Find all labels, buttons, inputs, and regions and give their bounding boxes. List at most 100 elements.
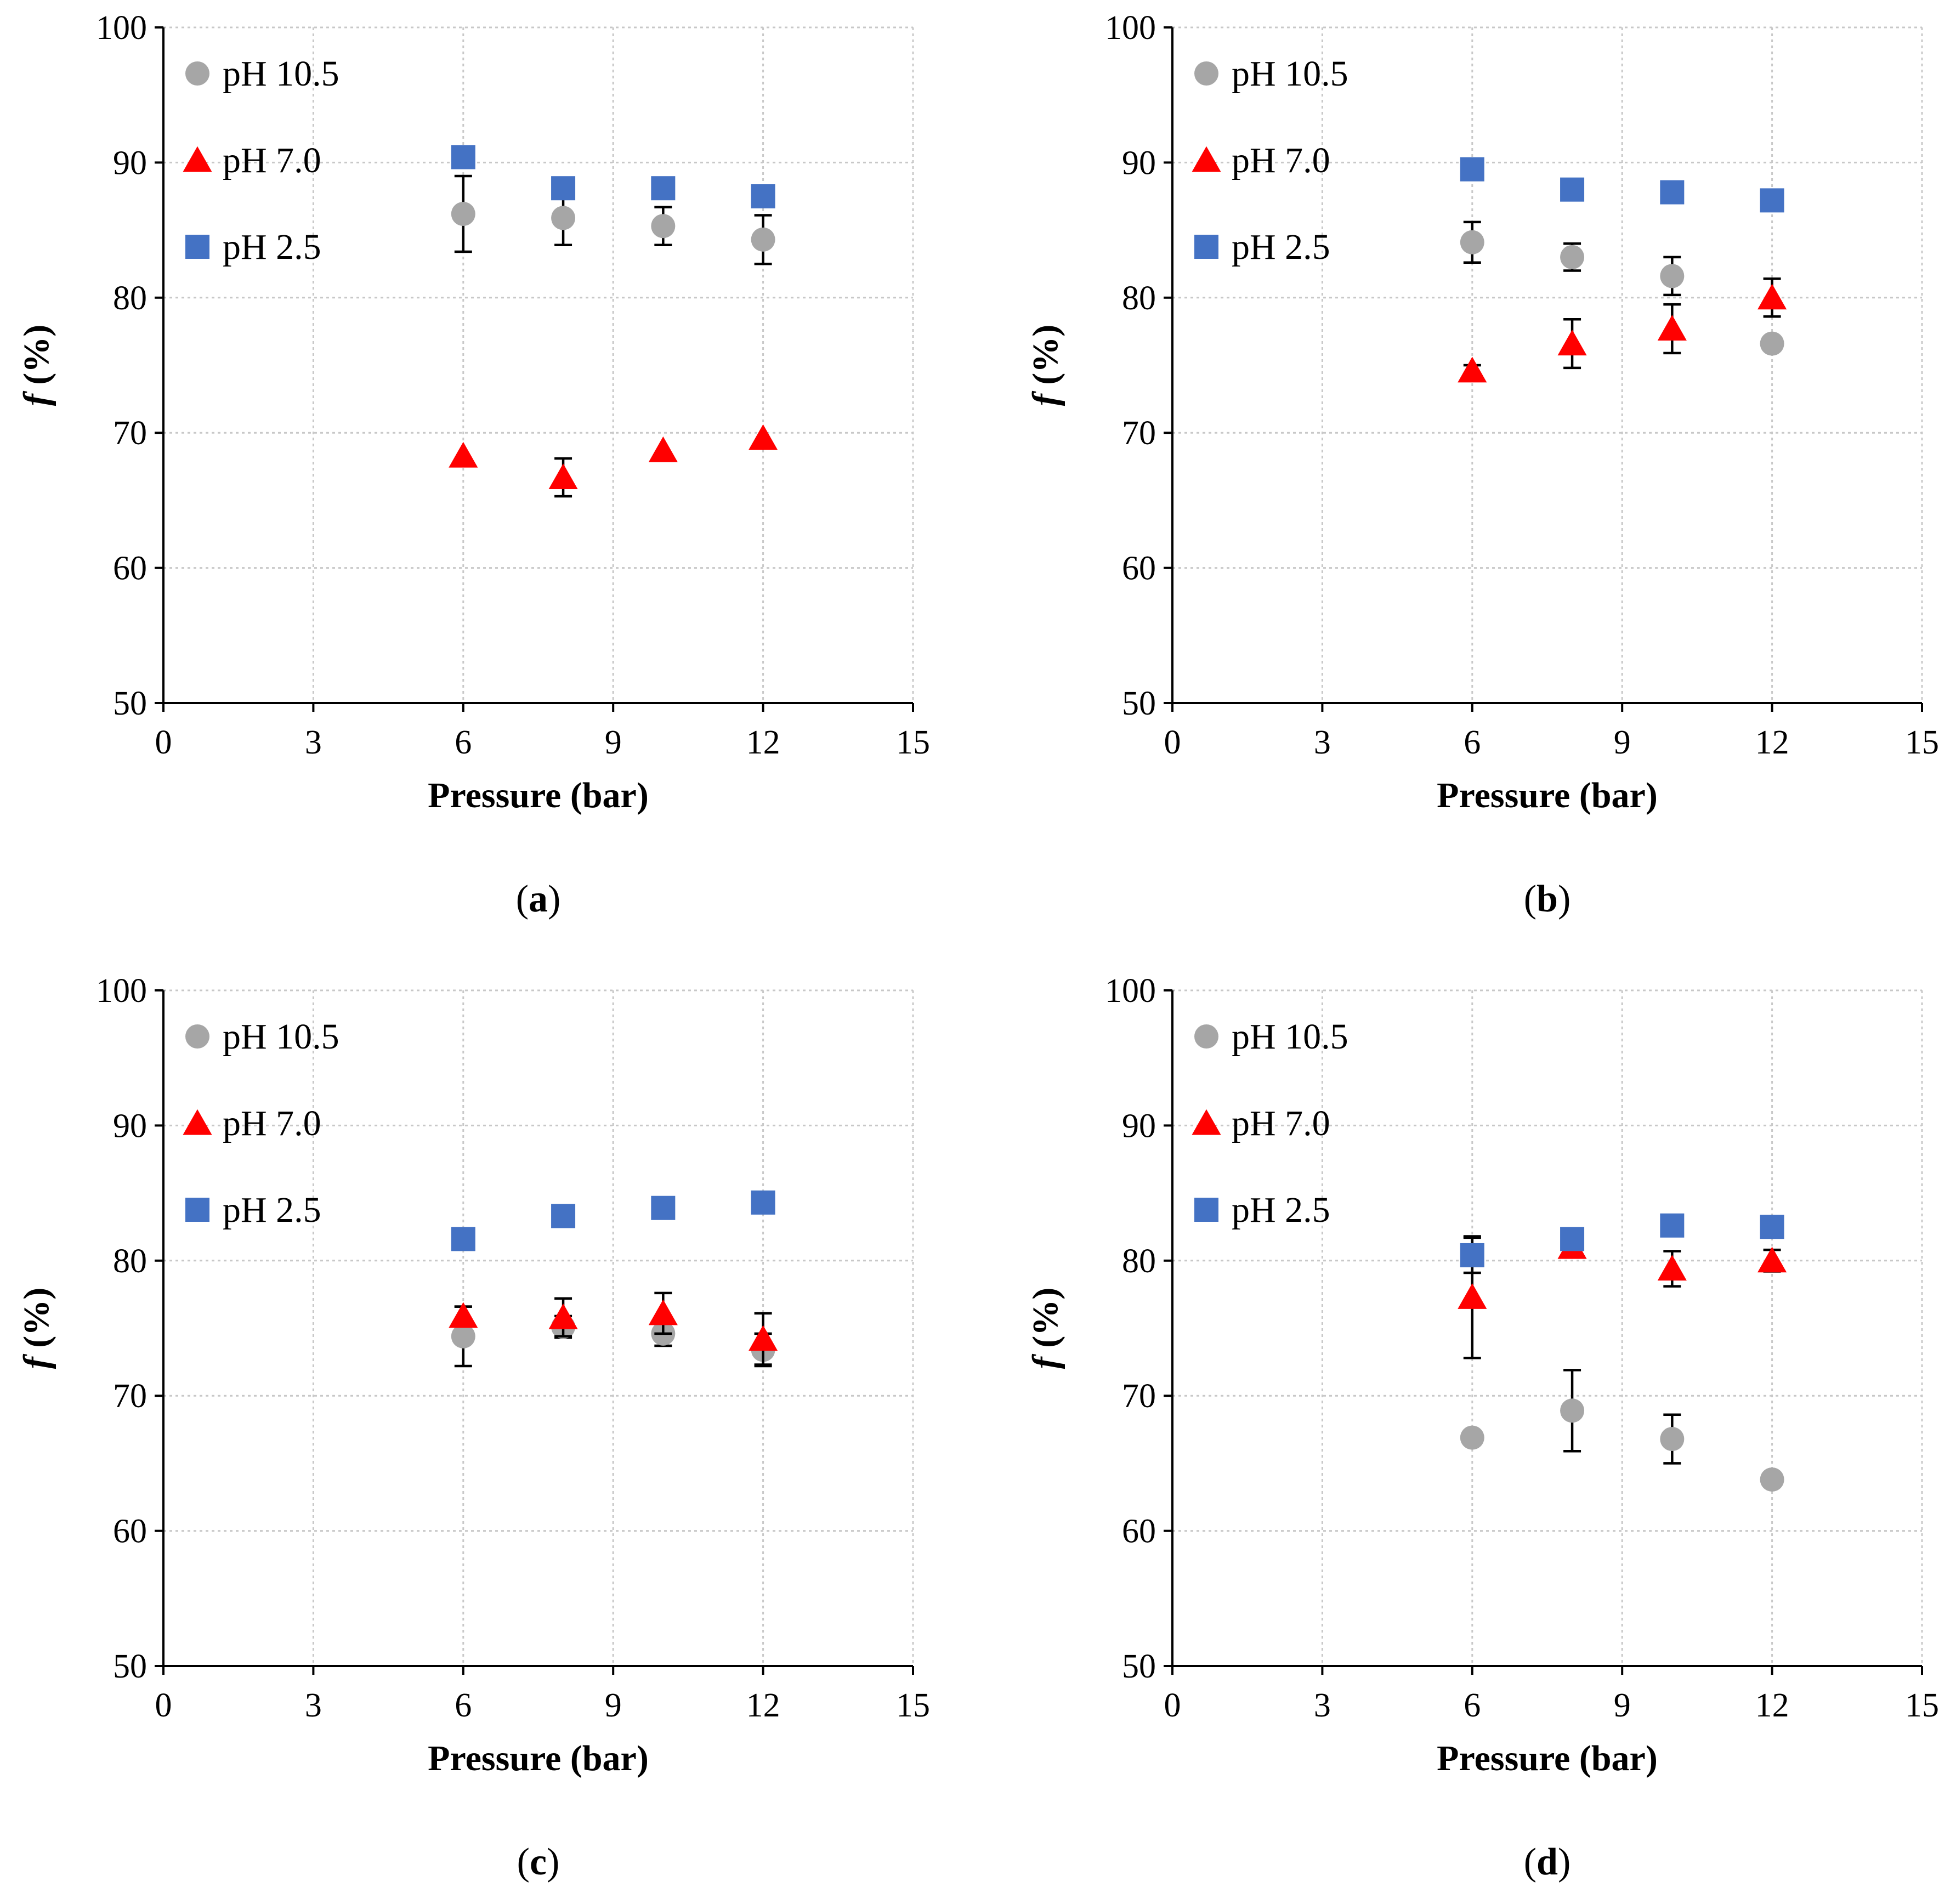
series-a-0 (451, 174, 775, 265)
grid-d (1172, 989, 1923, 1666)
panel-caption-open: ( (1524, 1841, 1537, 1883)
legend-marker (1194, 1198, 1218, 1222)
y-tick-label: 100 (96, 9, 147, 47)
x-tick-label: 12 (1755, 724, 1789, 761)
data-point (1760, 188, 1784, 213)
data-point (1660, 264, 1685, 288)
y-tick-label: 70 (1122, 1378, 1156, 1415)
y-tick-label: 70 (113, 415, 147, 452)
y-tick-label: 60 (1122, 1513, 1156, 1550)
panel-caption-letter: d (1537, 1841, 1558, 1883)
data-point (1557, 330, 1587, 356)
y-axis-title-unit: (%) (16, 325, 56, 394)
data-point (1560, 1227, 1585, 1251)
y-tick-label: 60 (1122, 550, 1156, 587)
panel-a: 0 3 6 9 12 15 50 60 70 80 90 100 Pressure (bar) f (%)… (16, 9, 930, 920)
legend-label: pH 2.5 (223, 1190, 321, 1230)
legend-label: pH 7.0 (223, 140, 321, 180)
legend-marker (183, 1109, 212, 1135)
data-point (1460, 1243, 1484, 1267)
series-a-2 (451, 145, 775, 208)
x-tick-label: 12 (1755, 1687, 1789, 1724)
y-axis-title: f (%) (16, 1288, 56, 1369)
panel-b: 0 3 6 9 12 15 50 60 70 80 90 100 Pressure (bar) f (%)… (1025, 9, 1939, 920)
legend-marker (185, 1198, 209, 1222)
legend-c: pH 10.5 pH 7.0 pH 2.5 (183, 1017, 339, 1230)
y-tick-label: 80 (113, 1243, 147, 1280)
x-tick-label: 15 (1905, 724, 1939, 761)
data-point (1460, 1425, 1484, 1450)
x-tick-label: 9 (1614, 1687, 1631, 1724)
data-point (551, 206, 576, 230)
x-tick-label: 6 (1464, 1687, 1481, 1724)
y-tick-label: 90 (1122, 1107, 1156, 1144)
legend-label: pH 10.5 (1232, 54, 1348, 94)
data-point (1760, 1467, 1784, 1492)
series-a-1 (449, 424, 778, 498)
y-axis-title: f (%) (1025, 325, 1065, 406)
panel-caption-close: ) (1558, 878, 1571, 920)
panel-caption-letter: a (529, 878, 548, 920)
data-point (449, 1302, 478, 1328)
x-tick-label: 6 (455, 724, 472, 761)
data-point (1760, 331, 1784, 356)
data-point (451, 1227, 475, 1251)
x-tick-label: 15 (896, 1687, 930, 1724)
x-tick-label: 6 (455, 1687, 472, 1724)
data-point (451, 1324, 475, 1348)
panel-caption-d: (d) (1524, 1841, 1571, 1883)
panel-d: 0 3 6 9 12 15 50 60 70 80 90 100 Pressure (bar) f (%)… (1025, 972, 1939, 1883)
panel-caption-c: (c) (517, 1841, 560, 1883)
y-tick-label: 90 (1122, 144, 1156, 182)
x-tick-label: 0 (155, 1687, 172, 1724)
y-tick-label: 80 (113, 280, 147, 317)
data-point (1460, 157, 1484, 182)
data-point (1560, 245, 1585, 269)
y-tick-label: 60 (113, 1513, 147, 1550)
legend-label: pH 7.0 (1232, 1103, 1330, 1143)
legend-marker (185, 235, 209, 259)
y-tick-label: 50 (113, 685, 147, 722)
x-tick-label: 9 (605, 1687, 622, 1724)
y-axis-title-unit: (%) (1025, 325, 1065, 394)
y-tick-label: 50 (1122, 685, 1156, 722)
x-tick-label: 3 (1314, 724, 1331, 761)
y-tick-label: 70 (113, 1378, 147, 1415)
legend-marker (1192, 146, 1221, 172)
data-point (1660, 1213, 1685, 1238)
y-tick-label: 100 (1105, 972, 1156, 1010)
y-tick-label: 50 (113, 1648, 147, 1685)
data-point (1660, 1427, 1685, 1452)
series-c-2 (451, 1190, 775, 1251)
y-tick-label: 50 (1122, 1648, 1156, 1685)
panel-caption-close: ) (1558, 1841, 1571, 1883)
panel-caption-letter: b (1537, 878, 1558, 920)
legend-label: pH 10.5 (223, 1017, 339, 1057)
data-point (648, 1299, 678, 1325)
y-tick-label: 60 (113, 550, 147, 587)
y-axis-title: f (%) (16, 325, 56, 406)
y-axis-title-unit: (%) (1025, 1288, 1065, 1357)
x-tick-label: 15 (1905, 1687, 1939, 1724)
y-tick-label: 90 (113, 144, 147, 182)
data-point (1657, 1255, 1687, 1281)
panel-caption-open: ( (517, 1841, 530, 1883)
data-point (1657, 315, 1687, 341)
y-tick-label: 80 (1122, 280, 1156, 317)
y-tick-label: 90 (113, 1107, 147, 1144)
x-axis-title: Pressure (bar) (1437, 1738, 1658, 1778)
x-tick-label: 6 (1464, 724, 1481, 761)
panel-c: 0 3 6 9 12 15 50 60 70 80 90 100 Pressure (bar) f (%)… (16, 972, 930, 1883)
legend-d: pH 10.5 pH 7.0 pH 2.5 (1192, 1017, 1348, 1230)
legend-label: pH 2.5 (1232, 227, 1330, 267)
data-point (1560, 177, 1585, 202)
x-tick-label: 0 (1164, 1687, 1181, 1724)
panel-caption-a: (a) (516, 878, 561, 920)
legend-label: pH 10.5 (1232, 1017, 1348, 1057)
y-tick-label: 100 (96, 972, 147, 1010)
legend-label: pH 7.0 (1232, 140, 1330, 180)
data-point (548, 1303, 578, 1329)
data-point (651, 1195, 676, 1220)
